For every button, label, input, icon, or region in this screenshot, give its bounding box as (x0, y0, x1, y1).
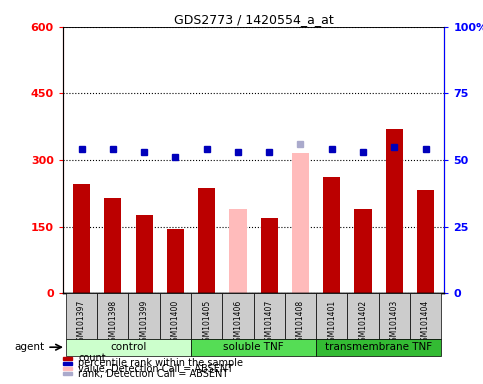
Bar (410, 293, 441, 339)
Bar (160, 293, 191, 339)
Bar (104, 198, 121, 293)
Bar (386, 129, 403, 293)
Bar (261, 218, 278, 293)
Bar (167, 229, 184, 293)
Text: value, Detection Call = ABSENT: value, Detection Call = ABSENT (78, 364, 233, 374)
Bar (316, 339, 441, 356)
Bar (73, 184, 90, 293)
Bar (66, 339, 191, 356)
Text: control: control (110, 342, 147, 352)
Text: GSM101406: GSM101406 (233, 300, 242, 346)
Text: GSM101398: GSM101398 (108, 300, 117, 346)
Text: GSM101403: GSM101403 (390, 300, 399, 346)
Bar (355, 209, 371, 293)
Bar (128, 293, 160, 339)
Text: GSM101404: GSM101404 (421, 300, 430, 346)
Bar (66, 293, 97, 339)
Title: GDS2773 / 1420554_a_at: GDS2773 / 1420554_a_at (174, 13, 333, 26)
Bar (379, 293, 410, 339)
Text: percentile rank within the sample: percentile rank within the sample (78, 358, 243, 368)
Bar (97, 293, 128, 339)
Bar (254, 293, 285, 339)
Text: transmembrane TNF: transmembrane TNF (325, 342, 432, 352)
Text: GSM101402: GSM101402 (358, 300, 368, 346)
Bar (292, 153, 309, 293)
Text: GSM101397: GSM101397 (77, 300, 86, 346)
Bar (191, 293, 222, 339)
Text: GSM101401: GSM101401 (327, 300, 336, 346)
Bar (347, 293, 379, 339)
Text: GSM101405: GSM101405 (202, 300, 211, 346)
Bar (323, 177, 341, 293)
Bar (198, 187, 215, 293)
Bar (63, 372, 72, 375)
Bar (316, 293, 347, 339)
Bar (191, 339, 316, 356)
Text: GSM101408: GSM101408 (296, 300, 305, 346)
Bar (136, 215, 153, 293)
Text: agent: agent (14, 342, 44, 352)
Text: count: count (78, 353, 106, 363)
Text: rank, Detection Call = ABSENT: rank, Detection Call = ABSENT (78, 369, 228, 379)
Bar (285, 293, 316, 339)
Bar (222, 293, 254, 339)
Bar (63, 357, 72, 359)
Bar (417, 190, 434, 293)
Text: soluble TNF: soluble TNF (223, 342, 284, 352)
Bar (229, 209, 246, 293)
Text: GSM101400: GSM101400 (171, 300, 180, 346)
Text: GSM101399: GSM101399 (140, 300, 149, 346)
Text: GSM101407: GSM101407 (265, 300, 274, 346)
Bar (63, 367, 72, 370)
Bar (63, 362, 72, 365)
